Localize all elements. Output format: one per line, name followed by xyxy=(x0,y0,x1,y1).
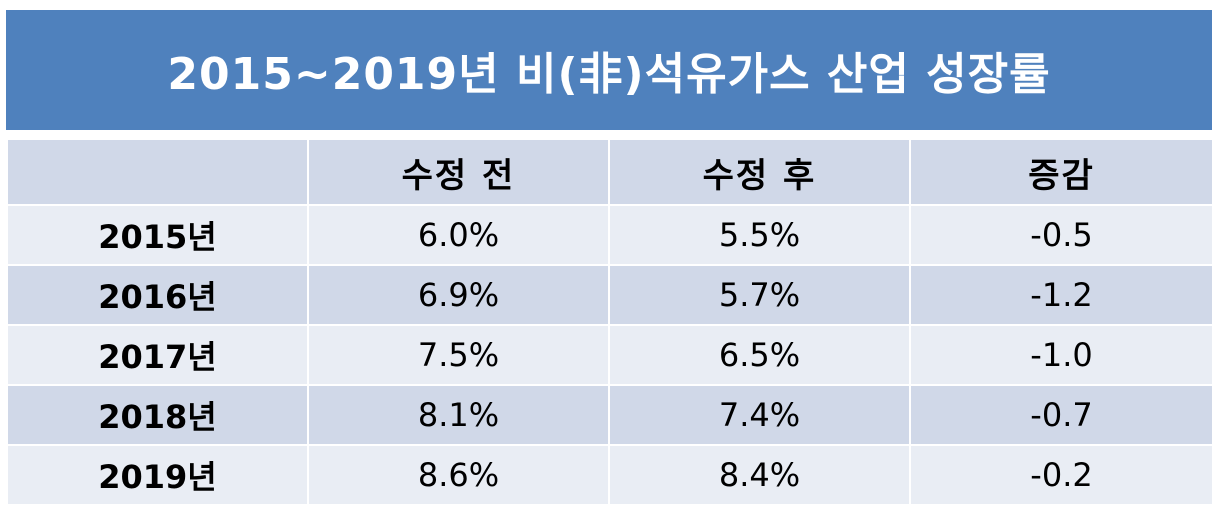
header-cell-after: 수정 후 xyxy=(608,138,911,206)
header-cell-before: 수정 전 xyxy=(307,138,610,206)
change-cell: -0.5 xyxy=(909,204,1214,266)
header-cell-change: 증감 xyxy=(909,138,1214,206)
before-cell: 6.9% xyxy=(307,264,610,326)
before-cell: 7.5% xyxy=(307,324,610,386)
year-cell: 2019년 xyxy=(6,444,309,506)
before-cell: 8.1% xyxy=(307,384,610,446)
change-cell: -0.2 xyxy=(909,444,1214,506)
after-cell: 5.5% xyxy=(608,204,911,266)
title-bar: 2015~2019년 비(非)석유가스 산업 성장률 xyxy=(6,10,1212,130)
year-cell: 2018년 xyxy=(6,384,309,446)
before-cell: 8.6% xyxy=(307,444,610,506)
table-row: 2019년 8.6% 8.4% -0.2 xyxy=(6,444,1214,506)
change-cell: -1.0 xyxy=(909,324,1214,386)
after-cell: 7.4% xyxy=(608,384,911,446)
header-row: 수정 전 수정 후 증감 xyxy=(6,138,1214,206)
change-cell: -1.2 xyxy=(909,264,1214,326)
growth-rate-table: 수정 전 수정 후 증감 2015년 6.0% 5.5% -0.5 2016년 … xyxy=(6,138,1214,506)
table-row: 2016년 6.9% 5.7% -1.2 xyxy=(6,264,1214,326)
table-row: 2017년 7.5% 6.5% -1.0 xyxy=(6,324,1214,386)
before-cell: 6.0% xyxy=(307,204,610,266)
table-row: 2018년 8.1% 7.4% -0.7 xyxy=(6,384,1214,446)
change-cell: -0.7 xyxy=(909,384,1214,446)
table-title: 2015~2019년 비(非)석유가스 산업 성장률 xyxy=(167,49,1051,100)
after-cell: 6.5% xyxy=(608,324,911,386)
year-cell: 2017년 xyxy=(6,324,309,386)
year-cell: 2015년 xyxy=(6,204,309,266)
after-cell: 5.7% xyxy=(608,264,911,326)
year-cell: 2016년 xyxy=(6,264,309,326)
after-cell: 8.4% xyxy=(608,444,911,506)
table-row: 2015년 6.0% 5.5% -0.5 xyxy=(6,204,1214,266)
header-cell-year xyxy=(6,138,309,206)
